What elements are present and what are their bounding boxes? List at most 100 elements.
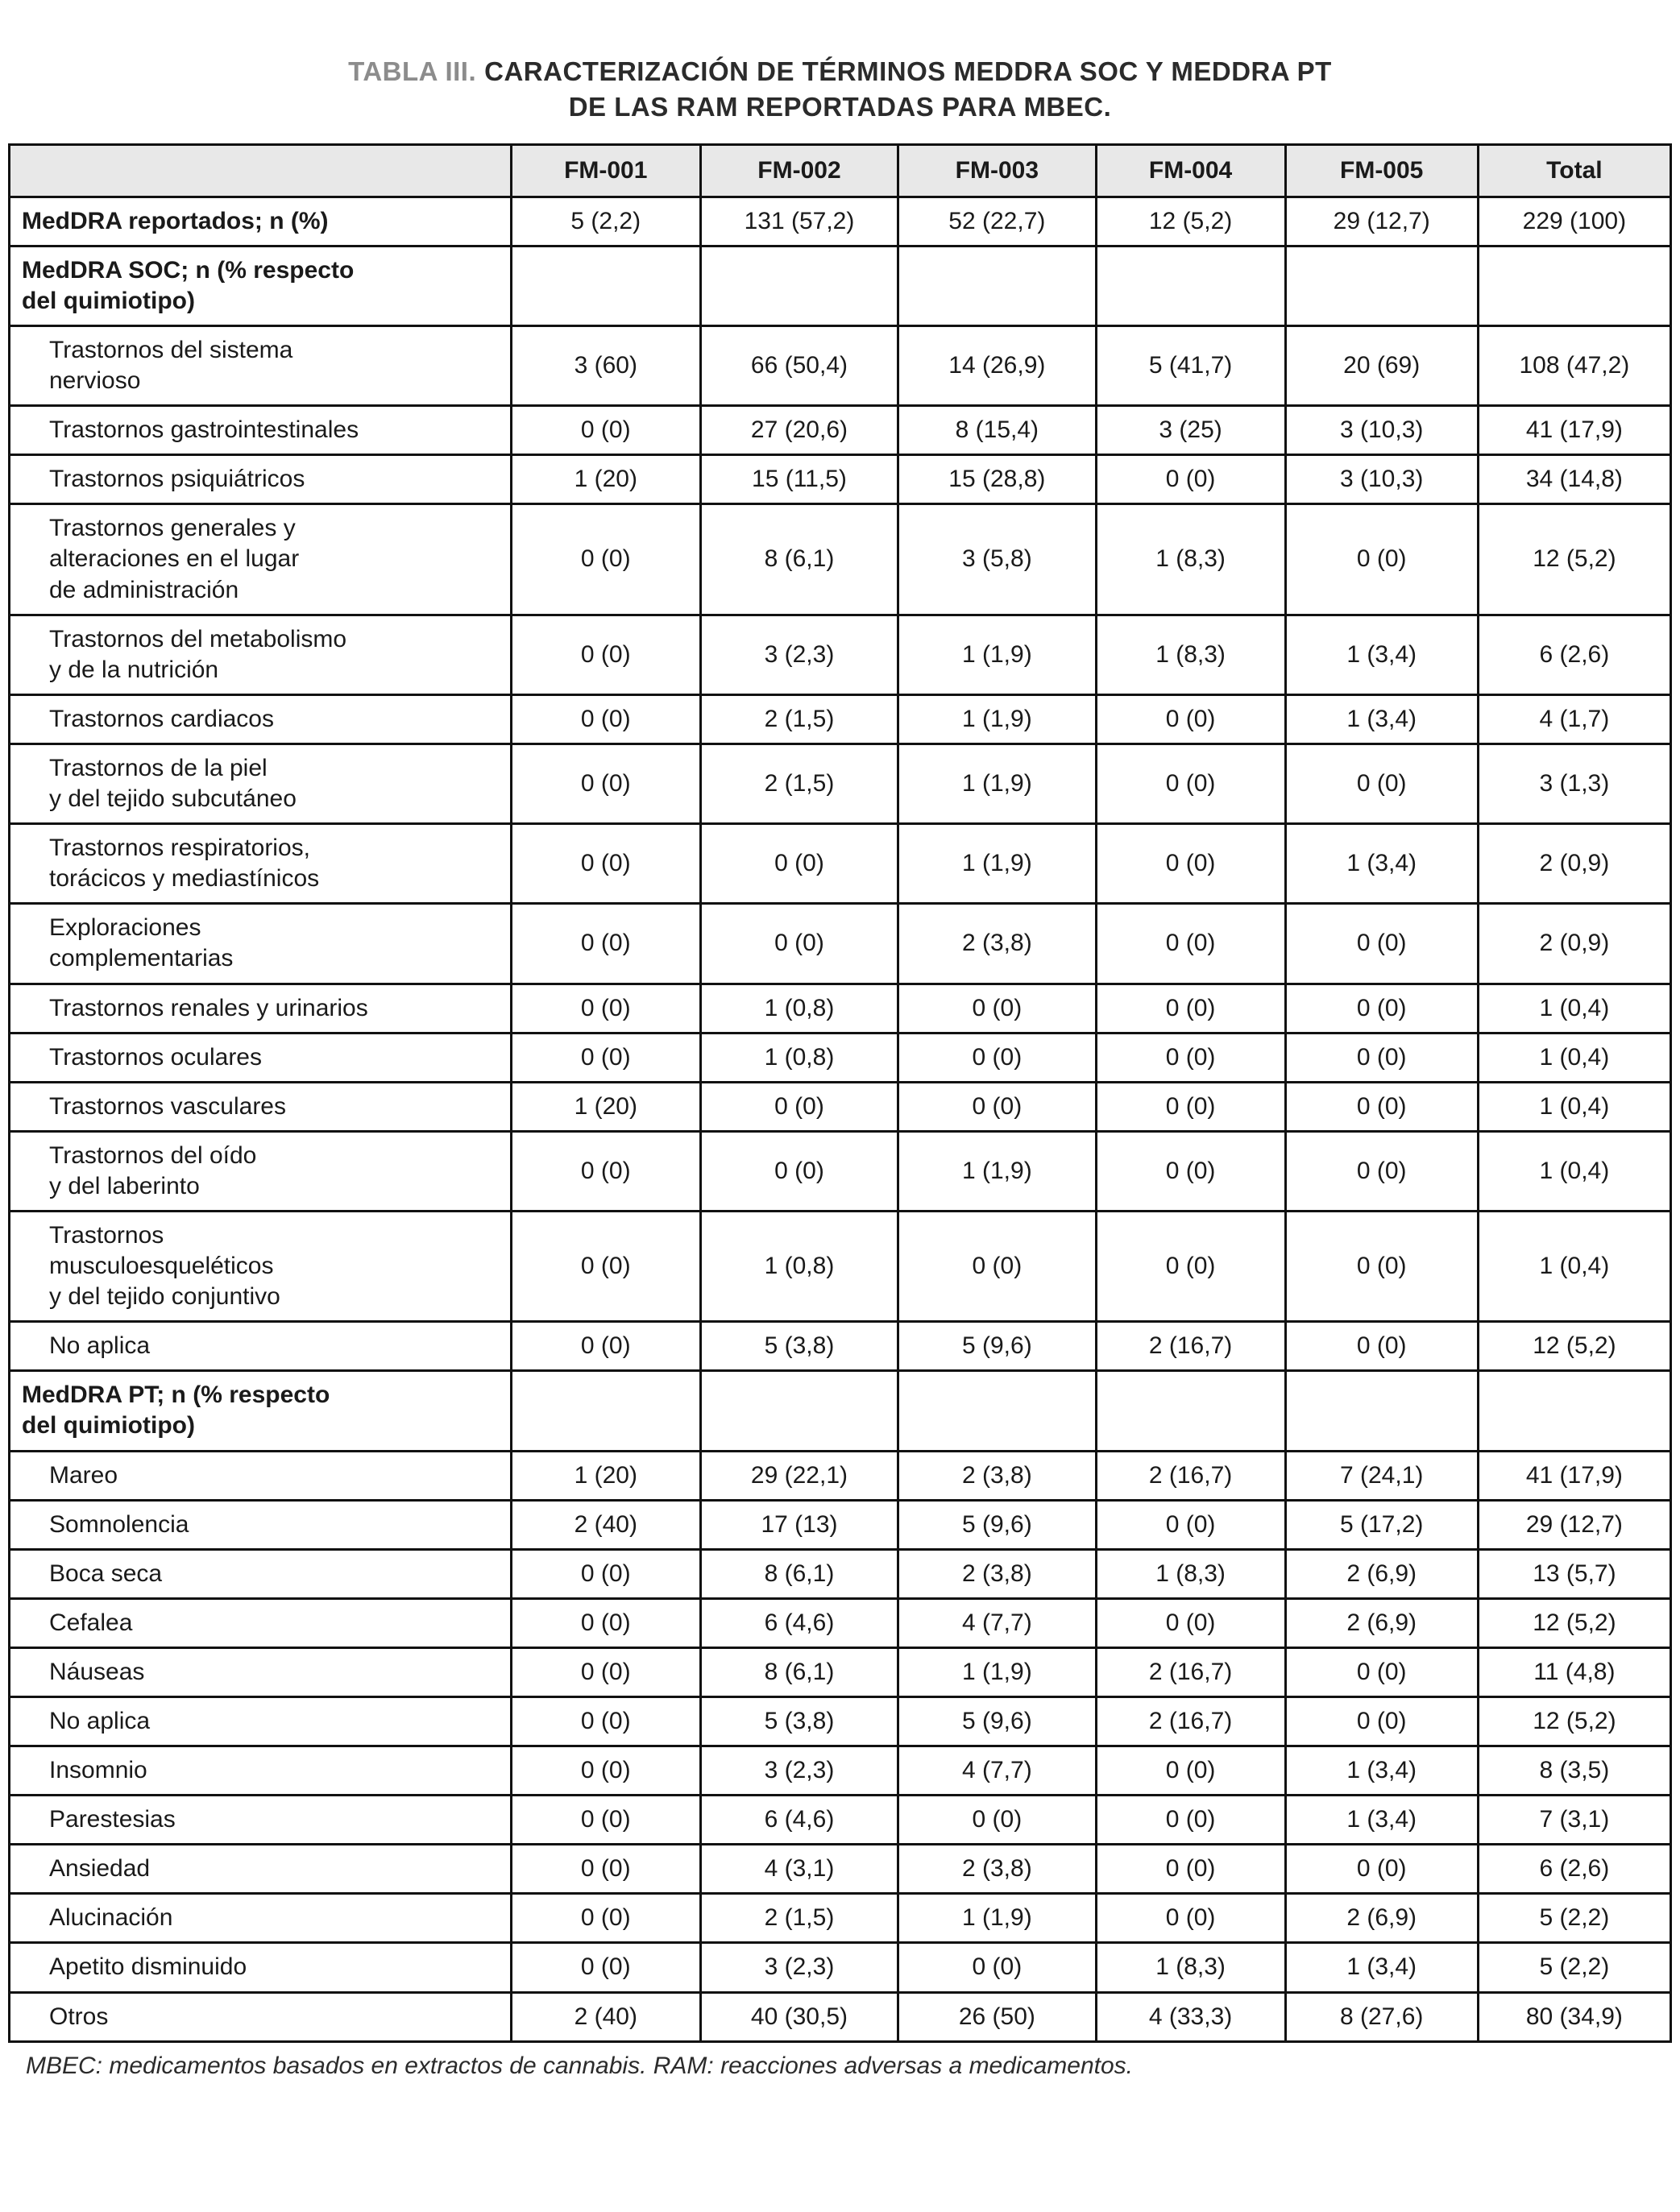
row-label: Trastornos oculares	[8, 1031, 512, 1083]
cell-value: 8 (15,4)	[897, 404, 1097, 457]
cell-value: 2 (6,9)	[1284, 1597, 1479, 1649]
cell-value: 1 (1,9)	[897, 742, 1097, 826]
cell-value: 0 (0)	[897, 982, 1097, 1034]
table-row: MedDRA SOC; n (% respecto del quimiotipo…	[8, 244, 1673, 328]
cell-value: 5 (9,6)	[897, 1498, 1097, 1551]
cell-value: 3 (10,3)	[1284, 454, 1479, 506]
cell-value: 2 (1,5)	[699, 693, 900, 745]
table-footnote: MBEC: medicamentos basados en extractos …	[26, 2052, 1133, 2079]
cell-value: 0 (0)	[1284, 503, 1479, 616]
row-label: MedDRA reportados; n (%)	[8, 195, 512, 247]
cell-value: 4 (33,3)	[1094, 1990, 1287, 2043]
cell-value	[699, 244, 900, 328]
cell-value: 0 (0)	[1284, 1129, 1479, 1212]
table-row: Trastornos del metabolismo y de la nutri…	[8, 613, 1673, 696]
cell-value: 0 (0)	[509, 1031, 702, 1083]
cell-value: 3 (2,3)	[699, 1745, 900, 1797]
cell-value: 2 (3,8)	[897, 1449, 1097, 1502]
cell-value: 1 (0,8)	[699, 1209, 900, 1323]
cell-value: 66 (50,4)	[699, 325, 900, 408]
cell-value: 7 (3,1)	[1476, 1794, 1673, 1846]
table-row: No aplica 0 (0) 5 (3,8) 5 (9,6) 2 (16,7) 0 (0…	[8, 1696, 1673, 1748]
cell-value: 3 (2,3)	[699, 1941, 900, 1994]
table-row: Trastornos musculoesqueléticos y del tej…	[8, 1209, 1673, 1323]
cell-value: 0 (0)	[1094, 1745, 1287, 1797]
cell-value: 41 (17,9)	[1476, 404, 1673, 457]
row-label: Trastornos del metabolismo y de la nutri…	[8, 613, 512, 696]
cell-value	[1094, 1369, 1287, 1452]
cell-value: 12 (5,2)	[1476, 503, 1673, 616]
cell-value: 1 (8,3)	[1094, 1941, 1287, 1994]
cell-value: 13 (5,7)	[1476, 1547, 1673, 1600]
cell-value: 6 (4,6)	[699, 1794, 900, 1846]
cell-value: 1 (0,4)	[1476, 1080, 1673, 1133]
cell-value: 0 (0)	[1094, 1209, 1287, 1323]
cell-value: 1 (3,4)	[1284, 693, 1479, 745]
cell-value: 5 (41,7)	[1094, 325, 1287, 408]
cell-value: 34 (14,8)	[1476, 454, 1673, 506]
cell-value: 1 (3,4)	[1284, 822, 1479, 905]
table-row: Trastornos gastrointestinales 0 (0) 27 (20…	[8, 404, 1673, 457]
cell-value: 0 (0)	[1094, 1597, 1287, 1649]
cell-value: 0 (0)	[897, 1209, 1097, 1323]
table-header: FM-001 FM-002 FM-003 FM-004 FM-005 Total	[8, 143, 1673, 198]
cell-value: 0 (0)	[509, 1696, 702, 1748]
cell-value: 2 (1,5)	[699, 1892, 900, 1945]
cell-value: 26 (50)	[897, 1990, 1097, 2043]
cell-value: 0 (0)	[1284, 1646, 1479, 1699]
cell-value	[1284, 244, 1479, 328]
cell-value: 29 (22,1)	[699, 1449, 900, 1502]
cell-value: 7 (24,1)	[1284, 1449, 1479, 1502]
cell-value: 8 (6,1)	[699, 503, 900, 616]
cell-value: 1 (0,8)	[699, 1031, 900, 1083]
cell-value: 2 (40)	[509, 1498, 702, 1551]
cell-value: 52 (22,7)	[897, 195, 1097, 247]
cell-value: 1 (8,3)	[1094, 613, 1287, 696]
cell-value: 1 (0,4)	[1476, 1129, 1673, 1212]
cell-value: 1 (3,4)	[1284, 1745, 1479, 1797]
cell-value: 3 (25)	[1094, 404, 1287, 457]
cell-value: 27 (20,6)	[699, 404, 900, 457]
cell-value: 41 (17,9)	[1476, 1449, 1673, 1502]
cell-value: 5 (2,2)	[509, 195, 702, 247]
table-row: Cefalea 0 (0) 6 (4,6) 4 (7,7) 0 (0) 2 (6,9) 12…	[8, 1597, 1673, 1649]
cell-value: 17 (13)	[699, 1498, 900, 1551]
cell-value: 0 (0)	[1284, 902, 1479, 985]
cell-value: 12 (5,2)	[1476, 1696, 1673, 1748]
row-label: Náuseas	[8, 1646, 512, 1699]
header-cell-total: Total	[1476, 143, 1673, 198]
cell-value: 2 (40)	[509, 1990, 702, 2043]
table-row: MedDRA reportados; n (%) 5 (2,2) 131 (57,2…	[8, 195, 1673, 247]
row-label: Trastornos renales y urinarios	[8, 982, 512, 1034]
row-label: Mareo	[8, 1449, 512, 1502]
row-label: Trastornos vasculares	[8, 1080, 512, 1133]
header-cell-fm-002: FM-002	[699, 143, 900, 198]
cell-value: 1 (3,4)	[1284, 613, 1479, 696]
cell-value: 8 (6,1)	[699, 1547, 900, 1600]
cell-value: 0 (0)	[509, 982, 702, 1034]
cell-value: 1 (8,3)	[1094, 503, 1287, 616]
row-label: Cefalea	[8, 1597, 512, 1649]
cell-value: 0 (0)	[1284, 1843, 1479, 1895]
cell-value: 1 (1,9)	[897, 1892, 1097, 1945]
cell-value	[509, 244, 702, 328]
row-label: Trastornos del oído y del laberinto	[8, 1129, 512, 1212]
cell-value: 0 (0)	[509, 1646, 702, 1699]
cell-value: 0 (0)	[1094, 1794, 1287, 1846]
cell-value: 0 (0)	[1094, 902, 1287, 985]
row-label: Ansiedad	[8, 1843, 512, 1895]
cell-value: 4 (1,7)	[1476, 693, 1673, 745]
cell-value: 5 (2,2)	[1476, 1892, 1673, 1945]
row-label: Alucinación	[8, 1892, 512, 1945]
cell-value: 0 (0)	[1284, 1080, 1479, 1133]
header-cell-fm-004: FM-004	[1094, 143, 1287, 198]
cell-value	[1094, 244, 1287, 328]
table-row: Náuseas 0 (0) 8 (6,1) 1 (1,9) 2 (16,7) 0 (0) 1…	[8, 1646, 1673, 1699]
cell-value: 0 (0)	[1094, 982, 1287, 1034]
cell-value: 6 (2,6)	[1476, 1843, 1673, 1895]
cell-value: 0 (0)	[699, 1129, 900, 1212]
cell-value: 0 (0)	[1284, 1320, 1479, 1373]
cell-value: 0 (0)	[1284, 982, 1479, 1034]
cell-value: 1 (1,9)	[897, 693, 1097, 745]
cell-value: 0 (0)	[509, 902, 702, 985]
